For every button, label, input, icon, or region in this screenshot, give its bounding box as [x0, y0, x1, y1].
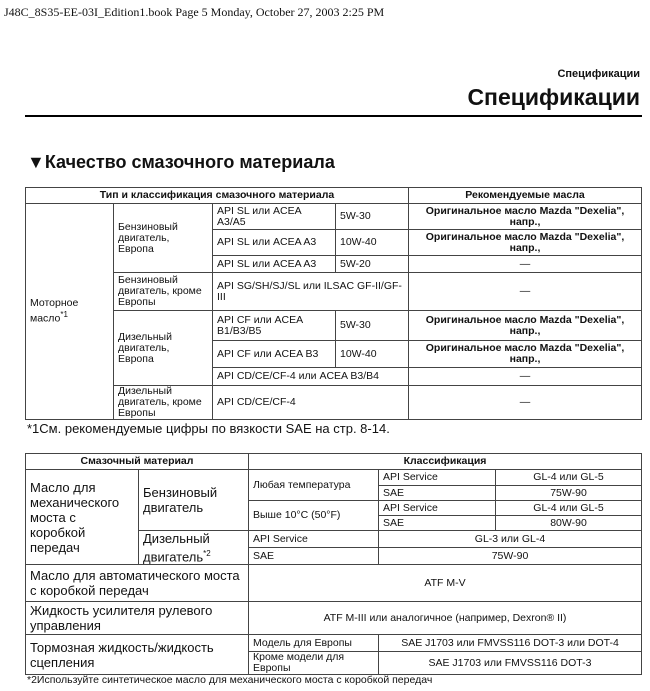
- manual-transaxle-label: Масло для механического моста с коробкой…: [25, 468, 139, 566]
- value: GL-4 или GL-5: [495, 469, 642, 486]
- petrol-eu: Бензиновый двигатель, Европа: [113, 203, 213, 273]
- table-row: Дизельный двигатель*2 API Service GL-3 или…: [26, 529, 642, 566]
- power-steering-value: ATF M-III или аналогичное (например, Dex…: [248, 601, 642, 636]
- eu-value: SAE J1703 или FMVSS116 DOT-3 или DOT-4: [378, 634, 642, 653]
- sae: SAE: [378, 515, 496, 531]
- section-label: Спецификации: [557, 68, 640, 80]
- diesel-non-eu: Дизельный двигатель, кроме Европы: [113, 385, 213, 420]
- header-lubricant: Смазочный материал: [25, 453, 249, 470]
- table-row: API CF или ACEA B3 10W-40 Оригинальное мас…: [26, 340, 642, 368]
- table-row: Кроме модели для Европы SAE J1703 или FMV…: [26, 651, 642, 676]
- recommended: Оригинальное масло Mazda "Dexelia", напр…: [408, 229, 642, 256]
- value: GL-3 или GL-4: [378, 529, 642, 549]
- recommended: Оригинальное масло Mazda "Dexelia", напр…: [408, 310, 642, 341]
- spec: API CF или ACEA B3: [212, 340, 336, 368]
- petrol-label: Бензиновый двигатель: [138, 469, 249, 531]
- spec: API SG/SH/SJ/SL или ILSAC GF-II/GF-III: [211, 272, 410, 311]
- viscosity: 10W-40: [334, 229, 410, 256]
- spec: API SL или ACEA A3: [212, 229, 336, 256]
- value: GL-4 или GL-5: [495, 500, 642, 516]
- motor-oil-label: Моторное масло*1: [25, 203, 114, 420]
- viscosity: 5W-30: [334, 310, 410, 341]
- sae: SAE: [378, 485, 496, 501]
- non-eu-model: Кроме модели для Европы: [248, 651, 379, 676]
- table-row: SAE 75W-90: [26, 547, 642, 566]
- atf-value: ATF M-V: [248, 564, 642, 603]
- recommended: Оригинальное масло Mazda "Dexelia", напр…: [408, 203, 642, 230]
- table-row: Дизельный двигатель, Европа API CF или AC…: [26, 310, 642, 386]
- any-temp: Любая температура: [248, 469, 379, 501]
- spec: API CD/CE/CF-4 или ACEA B3/B4: [211, 367, 410, 386]
- api-service: API Service: [248, 529, 379, 549]
- table-header: Смазочный материал Классификация: [25, 453, 642, 470]
- eu-model: Модель для Европы: [248, 634, 379, 653]
- diesel-label: Дизельный двигатель*2: [138, 529, 249, 566]
- viscosity: 5W-20: [334, 255, 410, 273]
- table-row: Жидкость усилителя рулевого управления AT…: [25, 601, 642, 636]
- recommended: —: [408, 272, 642, 311]
- page-title: Спецификации: [467, 84, 640, 110]
- recommended: —: [408, 367, 642, 386]
- transmission-fluid-table: Смазочный материал Классификация Масло дл…: [25, 453, 642, 676]
- non-eu-value: SAE J1703 или FMVSS116 DOT-3: [378, 651, 642, 676]
- recommended: —: [408, 255, 642, 273]
- table-row: Масло для механического моста с коробкой…: [25, 468, 642, 566]
- viscosity: 5W-30: [334, 203, 410, 230]
- value: 80W-90: [495, 515, 642, 531]
- header-type: Тип и классификация смазочного материала: [24, 187, 410, 204]
- recommended: —: [408, 385, 642, 420]
- table-row: API CD/CE/CF-4 или ACEA B3/B4—: [26, 367, 642, 386]
- engine-oil-table: Тип и классификация смазочного материала…: [24, 187, 642, 420]
- api-service: API Service: [378, 500, 496, 516]
- atf-label: Масло для автоматического моста с коробк…: [25, 564, 249, 603]
- divider: [25, 115, 642, 117]
- header-recommended: Рекомендуемые масла: [408, 187, 642, 204]
- viscosity: 10W-40: [334, 340, 410, 368]
- table-row: Тормозная жидкость/жидкость сцепления Мод…: [25, 634, 642, 676]
- header-classification: Классификация: [248, 453, 642, 470]
- section-heading: ▼Качество смазочного материала: [27, 152, 335, 172]
- value: 75W-90: [378, 547, 642, 566]
- diesel-eu: Дизельный двигатель, Европа: [113, 310, 213, 386]
- api-service: API Service: [378, 469, 496, 486]
- spec: API CD/CE/CF-4: [211, 385, 410, 420]
- spec: API SL или ACEA A3/A5: [212, 203, 336, 230]
- brake-fluid-label: Тормозная жидкость/жидкость сцепления: [25, 634, 249, 676]
- table-row: Дизельный двигатель, кроме Европы API CD/…: [26, 385, 642, 420]
- table-header: Тип и классификация смазочного материала…: [24, 187, 642, 204]
- power-steering-label: Жидкость усилителя рулевого управления: [25, 601, 249, 636]
- spec: API SL или ACEA A3: [212, 255, 336, 273]
- table-row: Бензиновый двигатель, кроме Европы API SG…: [26, 272, 642, 311]
- recommended: Оригинальное масло Mazda "Dexelia", напр…: [408, 340, 642, 368]
- spec: API CF или ACEA B1/B3/B5: [212, 310, 336, 341]
- table-row: Выше 10°C (50°F) API Service GL-4 или GL-5: [26, 500, 642, 531]
- value: 75W-90: [495, 485, 642, 501]
- petrol-non-eu: Бензиновый двигатель, кроме Европы: [113, 272, 213, 311]
- above-10c: Выше 10°C (50°F): [248, 500, 379, 531]
- book-header: J48C_8S35-EE-03I_Edition1.book Page 5 Mo…: [4, 5, 385, 19]
- footnote-2: *2Используйте синтетическое масло для ме…: [27, 674, 433, 686]
- table-row: Масло для автоматического моста с коробк…: [25, 564, 642, 603]
- footnote-1: *1См. рекомендуемые цифры по вязкости SA…: [27, 421, 390, 436]
- table-row: Моторное масло*1 Бензиновый двигатель, Е…: [25, 203, 642, 420]
- sae: SAE: [248, 547, 379, 566]
